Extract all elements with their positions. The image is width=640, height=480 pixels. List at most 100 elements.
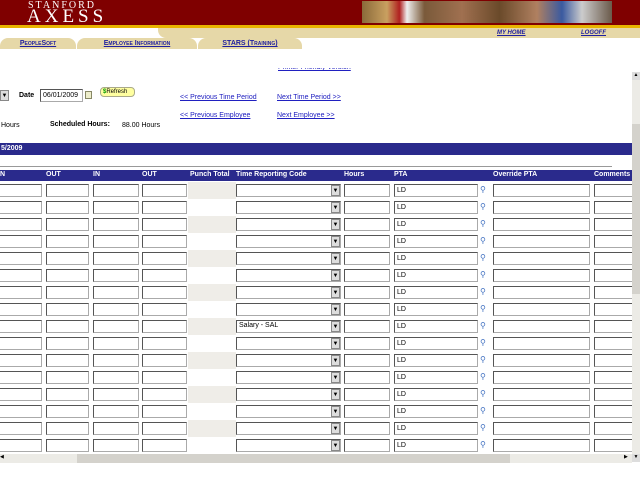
in-input-2[interactable] bbox=[93, 320, 139, 333]
out-input-2[interactable] bbox=[142, 303, 187, 316]
out-input[interactable] bbox=[46, 371, 89, 384]
out-input[interactable] bbox=[46, 184, 89, 197]
override-pta-input[interactable] bbox=[493, 218, 590, 231]
override-pta-input[interactable] bbox=[493, 371, 590, 384]
in-input[interactable] bbox=[0, 337, 42, 350]
hours-input[interactable] bbox=[344, 218, 390, 231]
time-reporting-code-select[interactable]: ▼ bbox=[236, 218, 341, 231]
hours-input[interactable] bbox=[344, 286, 390, 299]
tab-employee-information[interactable]: Employee Information bbox=[77, 38, 197, 49]
out-input-2[interactable] bbox=[142, 354, 187, 367]
hours-input[interactable] bbox=[344, 405, 390, 418]
override-pta-input[interactable] bbox=[493, 337, 590, 350]
comments-input[interactable] bbox=[594, 201, 634, 214]
search-icon[interactable]: ⚲ bbox=[480, 338, 486, 347]
search-icon[interactable]: ⚲ bbox=[480, 236, 486, 245]
search-icon[interactable]: ⚲ bbox=[480, 440, 486, 449]
hours-input[interactable] bbox=[344, 320, 390, 333]
tab-stars-training[interactable]: STARS (Training) bbox=[198, 38, 302, 49]
in-input-2[interactable] bbox=[93, 184, 139, 197]
pta-input[interactable] bbox=[394, 405, 478, 418]
out-input-2[interactable] bbox=[142, 218, 187, 231]
out-input[interactable] bbox=[46, 388, 89, 401]
pta-input[interactable] bbox=[394, 235, 478, 248]
search-icon[interactable]: ⚲ bbox=[480, 355, 486, 364]
time-reporting-code-select[interactable]: ▼ bbox=[236, 269, 341, 282]
override-pta-input[interactable] bbox=[493, 422, 590, 435]
pta-input[interactable] bbox=[394, 439, 478, 452]
comments-input[interactable] bbox=[594, 422, 634, 435]
override-pta-input[interactable] bbox=[493, 269, 590, 282]
out-input-2[interactable] bbox=[142, 184, 187, 197]
override-pta-input[interactable] bbox=[493, 252, 590, 265]
out-input-2[interactable] bbox=[142, 320, 187, 333]
pta-input[interactable] bbox=[394, 184, 478, 197]
override-pta-input[interactable] bbox=[493, 388, 590, 401]
pta-input[interactable] bbox=[394, 269, 478, 282]
vertical-scroll-thumb[interactable] bbox=[632, 124, 640, 294]
scroll-down-icon[interactable]: ▼ bbox=[632, 454, 640, 462]
time-reporting-code-select[interactable]: ▼ bbox=[236, 405, 341, 418]
in-input[interactable] bbox=[0, 269, 42, 282]
out-input[interactable] bbox=[46, 286, 89, 299]
in-input[interactable] bbox=[0, 184, 42, 197]
out-input[interactable] bbox=[46, 337, 89, 350]
override-pta-input[interactable] bbox=[493, 439, 590, 452]
date-input[interactable] bbox=[40, 89, 83, 102]
search-icon[interactable]: ⚲ bbox=[480, 372, 486, 381]
tab-peoplesoft[interactable]: PeopleSoft bbox=[0, 38, 76, 49]
pta-input[interactable] bbox=[394, 320, 478, 333]
in-input[interactable] bbox=[0, 354, 42, 367]
pta-input[interactable] bbox=[394, 286, 478, 299]
out-input[interactable] bbox=[46, 422, 89, 435]
time-reporting-code-select[interactable]: ▼ bbox=[236, 371, 341, 384]
comments-input[interactable] bbox=[594, 337, 634, 350]
in-input-2[interactable] bbox=[93, 303, 139, 316]
hours-input[interactable] bbox=[344, 235, 390, 248]
comments-input[interactable] bbox=[594, 405, 634, 418]
hours-input[interactable] bbox=[344, 184, 390, 197]
scroll-left-icon[interactable]: ◀ bbox=[0, 454, 4, 460]
out-input-2[interactable] bbox=[142, 405, 187, 418]
time-reporting-code-select[interactable]: ▼ bbox=[236, 184, 341, 197]
pta-input[interactable] bbox=[394, 388, 478, 401]
time-reporting-code-select[interactable]: Salary - SAL ▼ bbox=[236, 320, 341, 333]
horizontal-scrollbar[interactable]: ◀ ▶ bbox=[0, 454, 632, 463]
search-icon[interactable]: ⚲ bbox=[480, 389, 486, 398]
vertical-scrollbar[interactable]: ▲ ▼ bbox=[632, 72, 640, 462]
override-pta-input[interactable] bbox=[493, 405, 590, 418]
time-reporting-code-select[interactable]: ▼ bbox=[236, 354, 341, 367]
in-input[interactable] bbox=[0, 371, 42, 384]
override-pta-input[interactable] bbox=[493, 354, 590, 367]
search-icon[interactable]: ⚲ bbox=[480, 219, 486, 228]
in-input[interactable] bbox=[0, 252, 42, 265]
search-icon[interactable]: ⚲ bbox=[480, 253, 486, 262]
search-icon[interactable]: ⚲ bbox=[480, 304, 486, 313]
in-input-2[interactable] bbox=[93, 422, 139, 435]
search-icon[interactable]: ⚲ bbox=[480, 270, 486, 279]
out-input[interactable] bbox=[46, 439, 89, 452]
out-input-2[interactable] bbox=[142, 388, 187, 401]
out-input-2[interactable] bbox=[142, 235, 187, 248]
time-reporting-code-select[interactable]: ▼ bbox=[236, 388, 341, 401]
pta-input[interactable] bbox=[394, 218, 478, 231]
out-input-2[interactable] bbox=[142, 439, 187, 452]
override-pta-input[interactable] bbox=[493, 235, 590, 248]
out-input-2[interactable] bbox=[142, 286, 187, 299]
time-reporting-code-select[interactable]: ▼ bbox=[236, 439, 341, 452]
pta-input[interactable] bbox=[394, 371, 478, 384]
hours-input[interactable] bbox=[344, 252, 390, 265]
refresh-button[interactable]: $Refresh bbox=[100, 87, 135, 97]
time-reporting-code-select[interactable]: ▼ bbox=[236, 201, 341, 214]
pta-input[interactable] bbox=[394, 337, 478, 350]
comments-input[interactable] bbox=[594, 320, 634, 333]
in-input[interactable] bbox=[0, 303, 42, 316]
in-input[interactable] bbox=[0, 422, 42, 435]
in-input[interactable] bbox=[0, 201, 42, 214]
in-input-2[interactable] bbox=[93, 252, 139, 265]
calendar-icon[interactable] bbox=[85, 91, 92, 99]
out-input-2[interactable] bbox=[142, 269, 187, 282]
hours-input[interactable] bbox=[344, 354, 390, 367]
in-input-2[interactable] bbox=[93, 354, 139, 367]
logoff-link[interactable]: LOGOFF bbox=[581, 30, 606, 36]
